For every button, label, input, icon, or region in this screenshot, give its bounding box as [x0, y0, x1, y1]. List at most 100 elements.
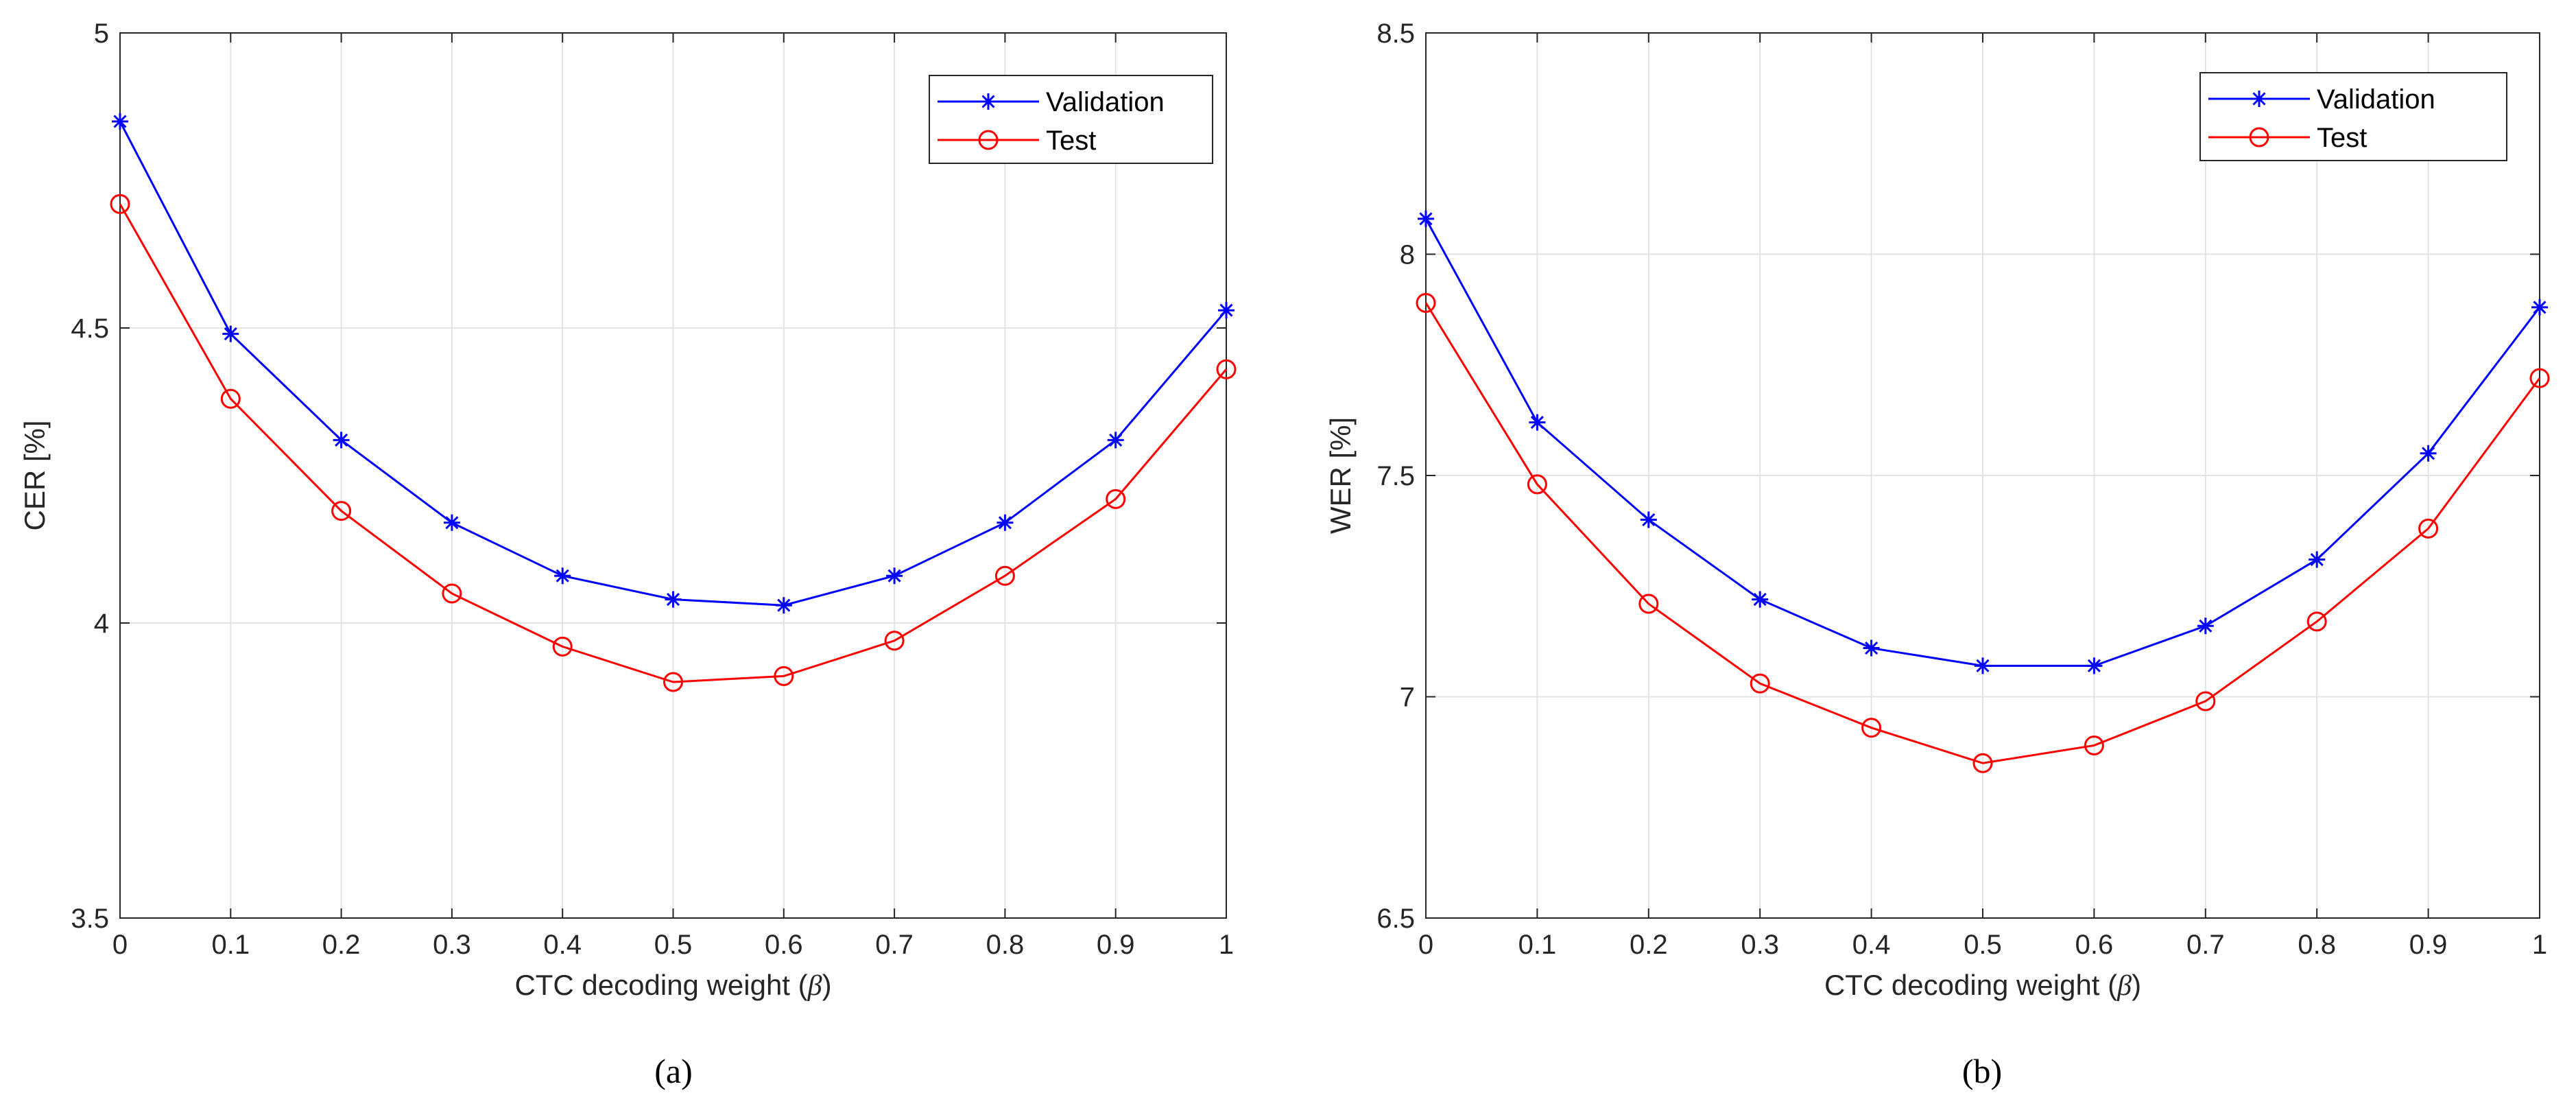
legend-box	[929, 75, 1213, 164]
x-tick-label: 0.4	[1852, 930, 1891, 960]
x-tick-label: 1	[1219, 930, 1234, 960]
data-point	[663, 672, 683, 692]
x-tick-label: 0.1	[211, 930, 250, 960]
legend-marker	[2251, 91, 2267, 107]
data-point	[997, 514, 1014, 531]
legend-marker	[978, 130, 999, 150]
y-tick-label: 3.5	[71, 904, 109, 934]
x-tick-label: 0.7	[875, 930, 914, 960]
series-line	[1424, 302, 2541, 764]
data-point	[2420, 445, 2437, 462]
data-point	[774, 666, 794, 686]
x-tick-label: 0	[1418, 930, 1433, 960]
data-point	[1972, 753, 1993, 773]
y-tick-label: 4.5	[71, 314, 109, 344]
series-test	[110, 193, 1237, 692]
y-axis-label: WER [%]	[1324, 417, 1357, 534]
data-point	[665, 591, 682, 608]
x-axis-label: CTC decoding weight (β)	[1824, 969, 2141, 1002]
x-tick-label: 0.6	[2075, 930, 2114, 960]
data-point	[2195, 691, 2216, 712]
data-point	[1529, 414, 1546, 431]
x-tick-label: 0.7	[2186, 930, 2225, 960]
data-point	[333, 432, 350, 449]
x-tick-label: 0.5	[654, 930, 693, 960]
x-tick-label: 0.6	[765, 930, 803, 960]
data-point	[1418, 210, 1434, 227]
data-point	[1863, 639, 1880, 657]
x-tick-label: 0	[112, 930, 128, 960]
data-point	[2086, 657, 2103, 674]
data-point	[886, 567, 903, 585]
series-test	[1416, 292, 2550, 773]
data-point	[1640, 511, 1657, 528]
data-point	[884, 631, 905, 651]
data-point	[1752, 591, 1769, 608]
x-tick-label: 0.3	[433, 930, 471, 960]
data-point	[1861, 718, 1882, 738]
legend-label: Test	[1046, 126, 1096, 156]
data-point	[1750, 673, 1770, 694]
x-tick-label: 0.9	[2409, 930, 2448, 960]
legend: Validation Test	[929, 75, 1213, 164]
data-point	[1416, 292, 1436, 313]
y-tick-label: 6.5	[1376, 904, 1415, 934]
data-point	[222, 325, 239, 342]
data-point	[552, 636, 573, 657]
x-tick-label: 1	[2532, 930, 2547, 960]
legend: Validation Test	[2199, 72, 2507, 161]
data-point	[220, 388, 241, 409]
x-axis-label-text: CTC decoding weight (	[1824, 969, 2117, 1001]
data-point	[2084, 735, 2104, 755]
y-tick-label: 4	[94, 609, 109, 639]
y-tick-label: 8.5	[1376, 19, 1415, 49]
legend-label: Validation	[1046, 87, 1165, 117]
data-point	[1216, 359, 1237, 379]
x-tick-label: 0.8	[2298, 930, 2336, 960]
y-axis-label: CER [%]	[19, 420, 51, 530]
chart-panel-1: 0 0.1 0.2 0.3 0.4 0.5 0.6 0.7 0.8 0.9 1 3.5 4 4.5 5 CTC…	[19, 19, 1237, 1090]
x-tick-label: 0.3	[1741, 930, 1779, 960]
data-point	[2418, 518, 2439, 539]
x-axis-label-close: )	[2132, 969, 2141, 1001]
x-tick-label: 0.1	[1518, 930, 1557, 960]
y-tick-label: 5	[94, 19, 109, 49]
x-axis-label: CTC decoding weight (β)	[514, 969, 831, 1002]
panel-caption: (a)	[654, 1052, 693, 1090]
data-point	[112, 113, 128, 130]
legend-box	[2199, 72, 2507, 161]
data-point	[442, 583, 462, 604]
y-tick-label: 7	[1400, 683, 1415, 713]
legend-label: Test	[2317, 123, 2367, 153]
series-validation	[1418, 210, 2548, 674]
series-line	[119, 203, 1228, 683]
x-axis-label-close: )	[822, 969, 832, 1001]
legend-label: Validation	[2317, 84, 2435, 115]
data-point	[1975, 657, 1991, 674]
beta-symbol: β	[807, 970, 822, 1002]
data-point	[331, 501, 352, 521]
data-point	[554, 567, 571, 585]
data-point	[1107, 432, 1124, 449]
data-point	[1106, 489, 1126, 509]
data-point	[2197, 618, 2214, 635]
data-point	[443, 514, 460, 531]
data-point	[994, 565, 1015, 586]
y-tick-label: 7.5	[1376, 461, 1415, 491]
data-point	[775, 597, 792, 614]
y-tick-label: 8	[1400, 240, 1415, 270]
beta-symbol: β	[2116, 970, 2132, 1002]
data-point	[1527, 474, 1547, 495]
legend-marker	[980, 93, 997, 110]
x-tick-label: 0.4	[543, 930, 582, 960]
x-axis-label-text: CTC decoding weight (	[514, 969, 807, 1001]
data-point	[1638, 593, 1659, 614]
x-tick-label: 0.8	[986, 930, 1025, 960]
data-point	[110, 193, 130, 214]
panel-caption: (b)	[1962, 1052, 2002, 1090]
chart-panel-2: 0 0.1 0.2 0.3 0.4 0.5 0.6 0.7 0.8 0.9 1 6.5 7 7.5 8 8.5…	[1324, 19, 2550, 1090]
series-validation	[112, 113, 1235, 614]
data-point	[2306, 611, 2327, 632]
x-tick-label: 0.9	[1097, 930, 1135, 960]
